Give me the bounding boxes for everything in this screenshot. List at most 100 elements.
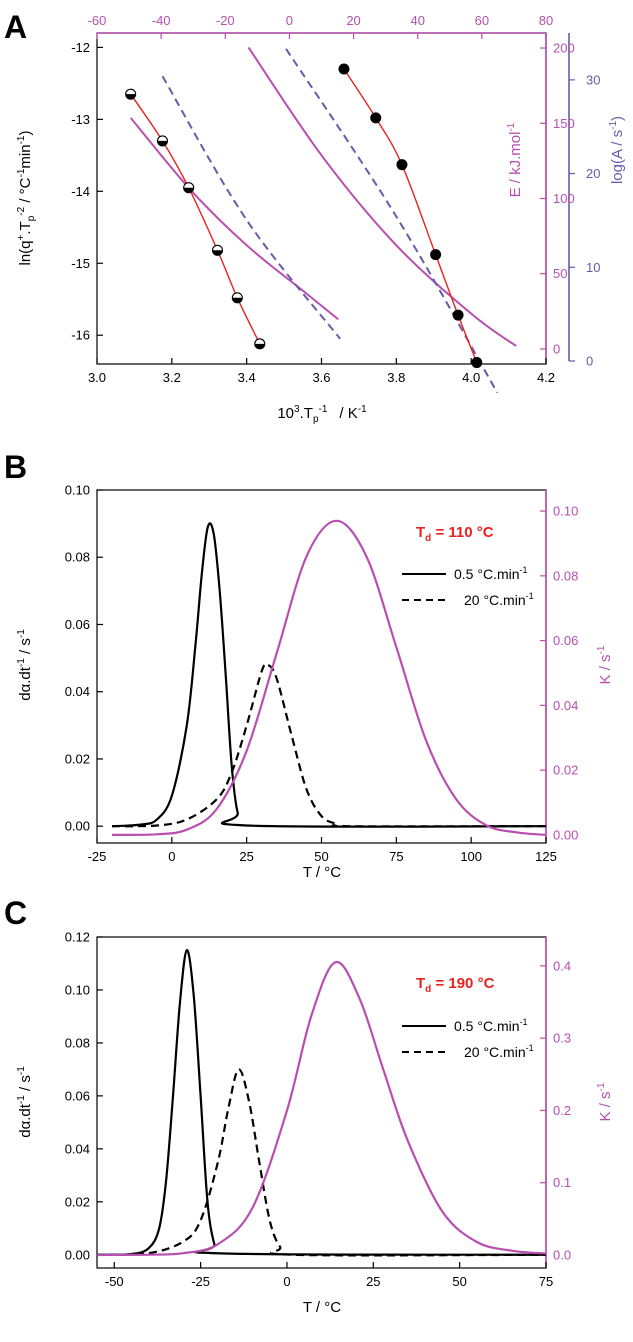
x-axis-tick-label: 3.2	[163, 370, 181, 385]
panel-b-letter: B	[4, 449, 27, 485]
panel-b-annotation: Td = 110 °C	[416, 524, 494, 544]
data-point-half-filled	[254, 338, 266, 350]
x-axis-tick-label: 0	[168, 849, 175, 864]
panel-a-y-ticks: -12 -13 -14 -15 -16	[71, 40, 103, 343]
log-a-curve	[285, 48, 499, 394]
right-axis-tick-label: 0.02	[553, 763, 578, 778]
right-axis-tick-label: 0.04	[553, 698, 578, 713]
third-axis-tick-label: 10	[586, 260, 600, 275]
x-axis-tick-label: 100	[460, 849, 482, 864]
right-axis-tick-label: 50	[553, 266, 567, 281]
top-axis-tick-label: -60	[88, 13, 107, 28]
y-axis-tick-label: -15	[71, 256, 90, 271]
data-point-half-filled	[183, 182, 195, 194]
x-axis-tick-label: 25	[239, 849, 253, 864]
panel-a-x-ticks: 3.0 3.2 3.4 3.6 3.8 4.0 4.2	[88, 358, 555, 385]
panel-b-frame	[96, 489, 547, 844]
x-axis-tick-label: -25	[88, 849, 107, 864]
right-axis-tick-label: 0.1	[553, 1175, 571, 1190]
y-axis-tick-label: -13	[71, 112, 90, 127]
slow-rate-curve	[111, 522, 547, 828]
data-point-half-filled	[211, 244, 224, 256]
right-axis-tick-label: 0.4	[553, 958, 571, 973]
third-axis-tick-label: 30	[586, 72, 600, 87]
y-axis-tick-label: 0.12	[65, 930, 90, 945]
x-axis-tick-label: 125	[535, 849, 557, 864]
data-point-filled	[370, 112, 382, 124]
y-axis-tick-label: 0.06	[65, 1088, 90, 1103]
y-axis-tick-label: 0.02	[65, 1194, 90, 1209]
panel-b-right-ticks: 0.00 0.02 0.04 0.06 0.08 0.10	[540, 504, 578, 842]
fast-rate-curve	[96, 1068, 547, 1257]
y-axis-tick-label: 0.00	[65, 1247, 90, 1262]
legend-label-slow: 0.5 °C.min-1	[454, 565, 528, 582]
panel-c-x-axis-label: T / °C	[303, 1299, 341, 1316]
panel-a-y-axis-label: ln(q+.Tp-2 / °C-1min-1)	[16, 131, 37, 266]
data-point-filled	[430, 249, 442, 261]
legend-label-slow: 0.5 °C.min-1	[454, 1017, 528, 1034]
top-axis-tick-label: -20	[216, 13, 235, 28]
panel-b: B -25 0 25 50 75 100 125 0.000.020.040.060.080…	[4, 449, 614, 881]
top-axis-tick-label: 20	[346, 13, 360, 28]
panel-c-annotation: Td = 190 °C	[416, 975, 495, 995]
panel-c-right-axis-label: K / s-1	[596, 1082, 614, 1121]
panel-c-x-ticks: -50 -25 0 25 50 75	[105, 1262, 553, 1289]
data-point-half-filled	[125, 88, 137, 100]
x-axis-tick-label: 4.2	[537, 370, 555, 385]
third-axis-tick-label: 20	[586, 166, 600, 181]
right-axis-tick-label: 0.00	[553, 827, 578, 842]
x-axis-tick-label: 4.0	[462, 370, 480, 385]
top-axis-tick-label: 80	[539, 13, 553, 28]
rate-constant-curve	[96, 961, 547, 1257]
third-axis-tick-label: 0	[586, 354, 593, 369]
panel-b-x-ticks: -25 0 25 50 75 100 125	[88, 837, 557, 864]
panel-b-x-axis-label: T / °C	[303, 864, 341, 881]
panel-c-letter: C	[4, 895, 27, 931]
data-point-filled	[338, 63, 350, 75]
panel-a-third-ticks: 0 10 20 30	[569, 72, 600, 369]
x-axis-tick-label: 0	[283, 1274, 290, 1289]
top-axis-tick-label: 0	[286, 13, 293, 28]
legend-label-fast: 20 °C.min-1	[464, 1043, 534, 1060]
x-axis-tick-label: 3.0	[88, 370, 106, 385]
panel-a: A 3.0 3.2 3.4 3.6 3.8 4.0 4.2 -12-13-14-15-16 …	[4, 9, 626, 425]
legend-label-fast: 20 °C.min-1	[464, 591, 534, 608]
panel-a-x-axis-label: 103.Tp-1/ K-1	[277, 404, 367, 425]
data-point-filled	[471, 357, 483, 369]
panel-b-y-axis-label: dα.dt-1 / s-1	[16, 629, 34, 701]
x-axis-tick-label: 75	[539, 1274, 553, 1289]
data-point-half-filled	[231, 292, 243, 304]
top-axis-tick-label: -40	[152, 13, 171, 28]
right-axis-tick-label: 0.06	[553, 633, 578, 648]
x-axis-tick-label: 75	[389, 849, 403, 864]
x-axis-tick-label: 25	[366, 1274, 380, 1289]
right-axis-tick-label: 0.0	[553, 1247, 571, 1262]
x-axis-tick-label: -50	[105, 1274, 124, 1289]
y-axis-tick-label: 0.02	[65, 751, 90, 766]
panel-c-y-ticks: 0.00 0.02 0.04 0.06 0.08 0.10 0.12	[65, 930, 103, 1262]
panel-b-right-axis-label: K / s-1	[596, 645, 614, 684]
panel-c-curves	[96, 949, 547, 1257]
rate-constant-curve	[111, 519, 547, 836]
log-a-curve	[161, 75, 341, 340]
y-axis-tick-label: -12	[71, 40, 90, 55]
activation-energy-curve	[247, 46, 517, 347]
data-point-filled	[396, 159, 408, 171]
y-axis-tick-label: 0.06	[65, 617, 90, 632]
right-axis-tick-label: 0.2	[553, 1103, 571, 1118]
y-axis-tick-label: 0.10	[65, 483, 90, 498]
panel-c: C -50 -25 0 25 50 75 0.000.020.040.060.080.10…	[4, 895, 614, 1316]
right-axis-tick-label: 0	[553, 341, 560, 356]
panel-a-top-ticks: -60 -40 -20 0 20 40 60 80	[88, 13, 553, 39]
panel-a-right-axis-label: E / kJ.mol-1	[506, 122, 524, 197]
right-axis-tick-label: 200	[553, 41, 575, 56]
panel-c-legend: 0.5 °C.min-1 20 °C.min-1	[402, 1017, 534, 1060]
panel-a-points	[125, 63, 483, 369]
panel-b-curves	[111, 519, 547, 836]
y-axis-tick-label: 0.04	[65, 1141, 90, 1156]
right-axis-tick-label: 0.08	[553, 568, 578, 583]
panel-a-third-axis-label: log(A / s-1)	[608, 116, 626, 184]
right-axis-tick-label: 150	[553, 116, 575, 131]
data-point-filled	[452, 309, 464, 321]
y-axis-tick-label: 0.04	[65, 684, 90, 699]
